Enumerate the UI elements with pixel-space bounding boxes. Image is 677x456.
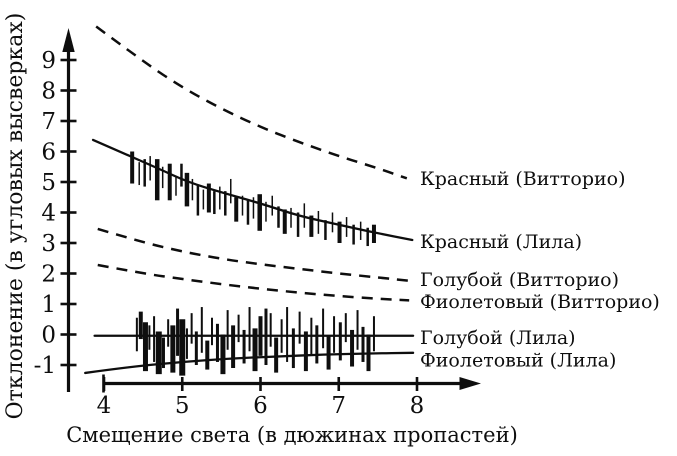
y-tick-label: -1 bbox=[34, 353, 56, 379]
y-axis-title: Отклонение (в угловых высверках) bbox=[3, 13, 28, 420]
legend-label-red-lila: Красный (Лила) bbox=[420, 231, 582, 253]
curve-red-vittorio bbox=[95, 25, 408, 180]
curve-blue-vittorio bbox=[97, 227, 410, 283]
x-tick-label: 8 bbox=[410, 393, 425, 419]
y-tick-label: 3 bbox=[41, 231, 56, 257]
y-tick-label: 9 bbox=[41, 48, 56, 74]
y-tick-label: 6 bbox=[41, 140, 56, 166]
y-tick-label: 5 bbox=[41, 170, 56, 196]
y-tick-label: 4 bbox=[41, 201, 56, 227]
legend-labels-layer: Красный (Витторио) Красный (Лила) Голубой … bbox=[420, 168, 660, 371]
y-tick-label: 7 bbox=[41, 109, 56, 135]
curve-red-lila bbox=[91, 138, 414, 242]
x-axis-title: Смещение света (в дюжинах пропастей) bbox=[66, 423, 518, 447]
y-tick-label: 0 bbox=[41, 323, 56, 349]
axes-layer: -1 0 1 2 3 4 5 6 7 8 9 4 5 6 7 8 bbox=[34, 28, 481, 419]
legend-label-violet-vittorio: Фиолетовый (Витторио) bbox=[420, 291, 660, 313]
x-tick-label: 5 bbox=[175, 393, 190, 419]
legend-label-blue-lila: Голубой (Лила) bbox=[420, 327, 576, 349]
x-axis-arrow-icon bbox=[459, 377, 481, 390]
legend-label-violet-lila: Фиолетовый (Лила) bbox=[420, 350, 616, 372]
x-tick-label: 7 bbox=[331, 393, 346, 419]
y-tick-label: 8 bbox=[41, 79, 56, 105]
legend-label-blue-vittorio: Голубой (Витторио) bbox=[420, 269, 619, 291]
x-tick-label: 4 bbox=[97, 393, 112, 419]
legend-label-red-vittorio: Красный (Витторио) bbox=[420, 168, 626, 190]
series-layer bbox=[84, 25, 415, 375]
curve-violet-lila bbox=[84, 351, 415, 375]
y-axis-arrow-icon bbox=[62, 28, 75, 52]
y-tick-label: 2 bbox=[41, 262, 56, 288]
curve-violet-vittorio bbox=[97, 263, 410, 302]
y-tick-label: 1 bbox=[41, 292, 56, 318]
x-tick-label: 6 bbox=[253, 393, 268, 419]
